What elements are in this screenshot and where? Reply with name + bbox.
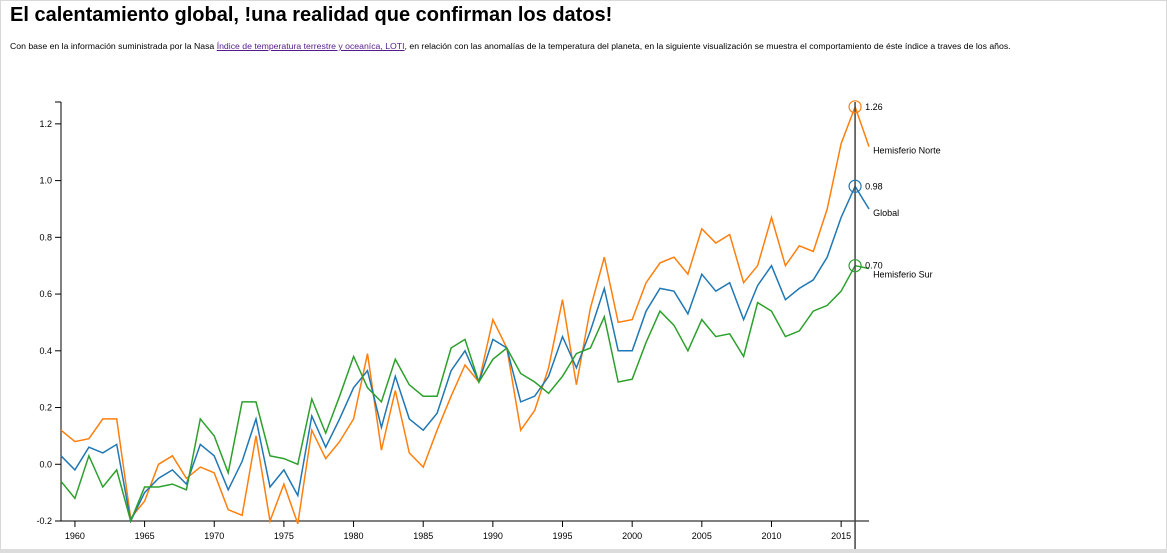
series-line-global <box>60 184 870 524</box>
y-tick-label: 1.2 <box>39 119 52 129</box>
series-line-hemisferio-sur <box>60 264 870 524</box>
x-tick-label: 2015 <box>831 531 851 541</box>
x-tick-label: 1965 <box>135 531 155 541</box>
series-name-label: Global <box>873 208 899 218</box>
x-tick-label: 2005 <box>692 531 712 541</box>
page-description: Con base en la información suministrada … <box>10 41 1011 51</box>
description-text-before: Con base en la información suministrada … <box>10 41 217 51</box>
y-tick-label: 0.4 <box>39 346 52 356</box>
x-tick-label: 1995 <box>553 531 573 541</box>
horizontal-scrollbar[interactable] <box>0 549 1167 553</box>
x-tick-label: 1975 <box>274 531 294 541</box>
y-tick-label: 0.6 <box>39 289 52 299</box>
hover-value-label: 0.70 <box>865 261 883 271</box>
loti-link[interactable]: Índice de temperatura terrestre y oceaní… <box>216 41 405 51</box>
page-title: El calentamiento global, !una realidad q… <box>10 4 613 26</box>
axes: -0.2 0.0 0.2 0.4 0.6 0.8 1.0 1.2 1960 1965 1970 197… <box>36 101 869 541</box>
series-name-label: Hemisferio Norte <box>873 146 941 156</box>
hover-value-label: 0.98 <box>865 181 883 191</box>
y-tick-label: -0.2 <box>36 516 52 526</box>
y-tick-label: 0.0 <box>39 459 52 469</box>
hover-marker-circle <box>848 100 862 114</box>
x-tick-label: 2010 <box>761 531 781 541</box>
x-tick-label: 2000 <box>622 531 642 541</box>
hover-marker-circle <box>848 259 862 273</box>
series-name-label: Hemisferio Sur <box>873 270 933 280</box>
description-text-after: , en relación con las anomalías de la te… <box>404 41 1011 51</box>
hover-marker-circle <box>848 179 862 193</box>
y-tick-label: 1.0 <box>39 176 52 186</box>
series-line-hemisferio-norte <box>60 104 870 525</box>
x-tick-label: 1985 <box>413 531 433 541</box>
y-tick-label: 0.2 <box>39 403 52 413</box>
x-tick-label: 1980 <box>344 531 364 541</box>
x-tick-label: 1990 <box>483 531 503 541</box>
x-tick-label: 1970 <box>204 531 224 541</box>
hover-value-label: 1.26 <box>865 102 883 112</box>
x-tick-label: 1960 <box>65 531 85 541</box>
y-tick-label: 0.8 <box>39 232 52 242</box>
